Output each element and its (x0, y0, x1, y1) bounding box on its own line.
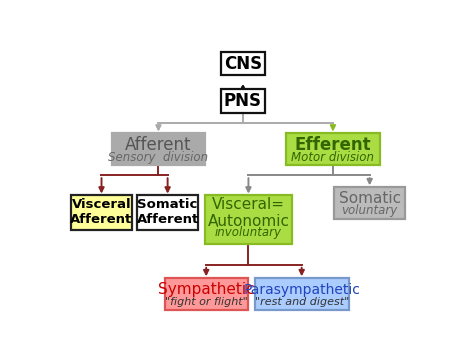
Text: Motor division: Motor division (292, 151, 374, 164)
Text: Somatic: Somatic (338, 191, 401, 206)
FancyBboxPatch shape (137, 195, 198, 230)
Text: Efferent: Efferent (295, 136, 371, 154)
Text: voluntary: voluntary (342, 204, 398, 217)
Text: Sympathetic: Sympathetic (158, 282, 255, 297)
Text: Visceral=
Autonomic: Visceral= Autonomic (208, 197, 290, 229)
Text: Sensory  division: Sensory division (109, 151, 209, 164)
FancyBboxPatch shape (255, 278, 348, 310)
Text: CNS: CNS (224, 55, 262, 73)
Text: Afferent: Afferent (125, 136, 191, 154)
FancyBboxPatch shape (165, 278, 247, 310)
Text: PNS: PNS (224, 92, 262, 110)
FancyBboxPatch shape (286, 133, 380, 165)
FancyBboxPatch shape (221, 52, 265, 75)
FancyBboxPatch shape (334, 187, 405, 219)
FancyBboxPatch shape (221, 89, 265, 112)
Text: Visceral
Afferent: Visceral Afferent (70, 198, 133, 227)
Text: Somatic
Afferent: Somatic Afferent (137, 198, 199, 227)
Text: "rest and digest": "rest and digest" (255, 297, 349, 307)
FancyBboxPatch shape (205, 195, 292, 243)
FancyBboxPatch shape (111, 133, 205, 165)
FancyBboxPatch shape (71, 195, 132, 230)
Text: "fight or flight": "fight or flight" (165, 297, 247, 307)
Text: Parasympathetic: Parasympathetic (243, 283, 360, 297)
Text: involuntary: involuntary (215, 226, 282, 239)
